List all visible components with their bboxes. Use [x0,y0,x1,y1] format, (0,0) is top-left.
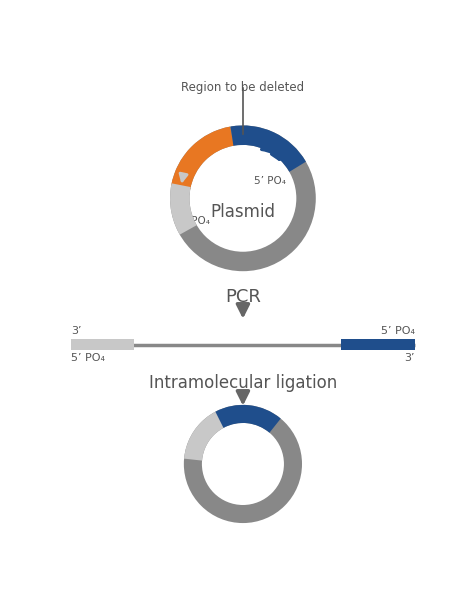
Text: 5’ PO₄: 5’ PO₄ [71,353,105,363]
Bar [71,339,134,350]
Text: 5’ PO₄: 5’ PO₄ [381,326,415,336]
Text: Plasmid: Plasmid [210,203,275,221]
Text: Region to be deleted: Region to be deleted [182,81,304,93]
Text: 5’ PO₄: 5’ PO₄ [254,176,286,187]
Text: Intramolecular ligation: Intramolecular ligation [149,374,337,392]
Text: PCR: PCR [225,288,261,306]
Text: 5’ PO₄: 5’ PO₄ [178,216,210,226]
Bar [341,339,415,350]
Text: 3’: 3’ [71,326,82,336]
Text: 3’: 3’ [404,353,415,363]
